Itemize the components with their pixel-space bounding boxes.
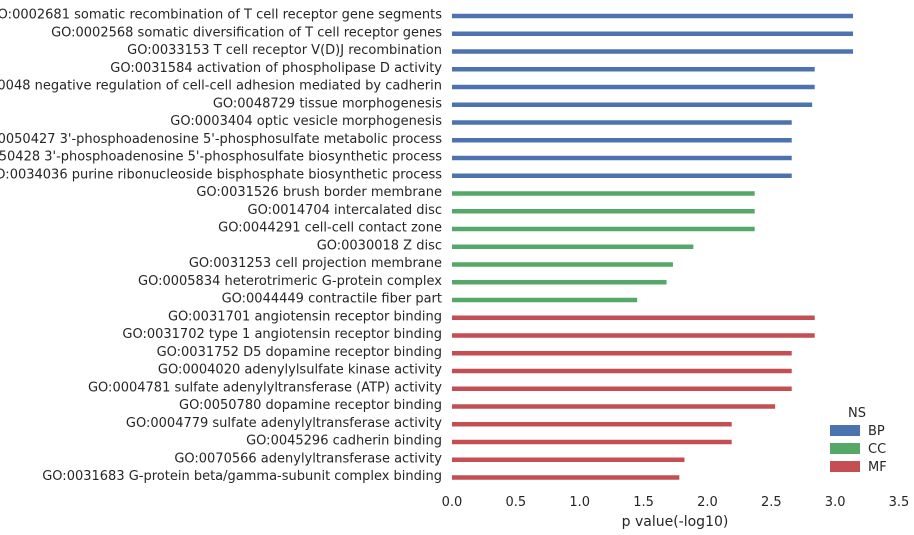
- category-label: GO:0044291 cell-cell contact zone: [218, 221, 442, 236]
- bar-mf: [452, 368, 792, 374]
- x-tick-label: 0.0: [442, 495, 463, 510]
- category-label: GO:0050780 dopamine receptor binding: [179, 398, 442, 413]
- bar-cc: [452, 280, 667, 285]
- x-tick-label: 3.0: [825, 495, 846, 510]
- legend-label-mf: MF: [868, 460, 887, 475]
- legend-swatch-cc: [830, 443, 860, 454]
- category-label: GO:0031526 brush border membrane: [196, 185, 442, 200]
- category-label: GO:0044449 contractile fiber part: [222, 292, 442, 307]
- category-label: GO:0031702 type 1 angiotensin receptor b…: [122, 327, 442, 342]
- bar-bp: [452, 120, 792, 125]
- bar-mf: [452, 333, 815, 338]
- bar-bp: [452, 138, 792, 143]
- category-label: GO:0014704 intercalated disc: [248, 203, 442, 218]
- category-label: GO:0003404 optic vesicle morphogenesis: [170, 114, 442, 129]
- x-tick-label: 2.0: [697, 495, 718, 510]
- legend-label-cc: CC: [868, 442, 886, 457]
- bar-bp: [452, 67, 815, 72]
- bar-cc: [452, 226, 755, 232]
- x-tick-label: 1.5: [633, 495, 654, 510]
- bar-mf: [452, 475, 680, 480]
- category-label: GO:0004781 sulfate adenylyltransferase (…: [88, 380, 442, 395]
- category-label: GO:0002568 somatic diversification of T …: [51, 25, 442, 40]
- bar-mf: [452, 422, 732, 427]
- category-label: GO:0050427 3'-phosphoadenosine 5'-phosph…: [0, 132, 442, 147]
- category-label: GO:0030018 Z disc: [317, 238, 442, 253]
- x-axis-ticks: 0.0 0.5 1.0 1.5 2.0 2.5 3.0 3.5: [442, 495, 910, 510]
- bar-mf: [452, 457, 685, 462]
- legend: NS BP CC MF: [830, 406, 887, 475]
- category-label: GO:0004020 adenylylsulfate kinase activi…: [158, 363, 442, 378]
- legend-swatch-mf: [830, 461, 860, 472]
- bar-mf: [452, 315, 815, 320]
- category-label: GO:0048729 tissue morphogenesis: [213, 96, 442, 111]
- bar-bp: [452, 102, 813, 107]
- category-label: GO:0031584 activation of phospholipase D…: [110, 61, 442, 76]
- category-label: GO:0031683 G-protein beta/gamma-subunit …: [42, 469, 442, 484]
- x-tick-label: 1.0: [569, 495, 590, 510]
- category-label: GO:0050428 3'-phosphoadenosine 5'-phosph…: [0, 150, 442, 165]
- category-label: GO:0031752 D5 dopamine receptor binding: [157, 345, 442, 360]
- category-label: GO:2000048 negative regulation of cell-c…: [0, 79, 442, 94]
- bar-cc: [452, 262, 673, 267]
- x-tick-label: 0.5: [506, 495, 527, 510]
- category-label: GO:0070566 adenylyltransferase activity: [174, 451, 442, 466]
- bar-bp: [452, 84, 815, 90]
- legend-title: NS: [848, 406, 866, 421]
- category-label: GO:0034036 purine ribonucleoside bisphos…: [0, 167, 442, 182]
- bar-mf: [452, 439, 732, 445]
- category-label: GO:0031253 cell projection membrane: [189, 256, 442, 271]
- x-tick-label: 2.5: [761, 495, 782, 510]
- bar-bp: [452, 31, 854, 36]
- legend-swatch-bp: [830, 425, 860, 436]
- x-axis-title: p value(-log10): [622, 514, 729, 530]
- bar-cc: [452, 191, 755, 196]
- category-label: GO:0005834 heterotrimeric G-protein comp…: [138, 274, 442, 289]
- bars: [452, 13, 854, 480]
- bar-bp: [452, 155, 792, 161]
- category-label: GO:0002681 somatic recombination of T ce…: [0, 8, 442, 23]
- bar-cc: [452, 244, 694, 249]
- bar-bp: [452, 49, 854, 54]
- bar-mf: [452, 386, 792, 391]
- x-tick-label: 3.5: [889, 495, 910, 510]
- bar-bp: [452, 13, 854, 19]
- category-label: GO:0004779 sulfate adenylyltransferase a…: [126, 416, 442, 431]
- bar-cc: [452, 209, 755, 214]
- category-label: GO:0031701 angiotensin receptor binding: [168, 309, 442, 324]
- legend-label-bp: BP: [868, 424, 885, 439]
- bar-bp: [452, 173, 792, 178]
- bar-mf: [452, 404, 776, 409]
- category-labels: GO:0002681 somatic recombination of T ce…: [0, 8, 442, 485]
- bar-cc: [452, 297, 638, 303]
- bar-mf: [452, 351, 792, 356]
- category-label: GO:0045296 cadherin binding: [246, 434, 442, 449]
- category-label: GO:0033153 T cell receptor V(D)J recombi…: [127, 43, 442, 58]
